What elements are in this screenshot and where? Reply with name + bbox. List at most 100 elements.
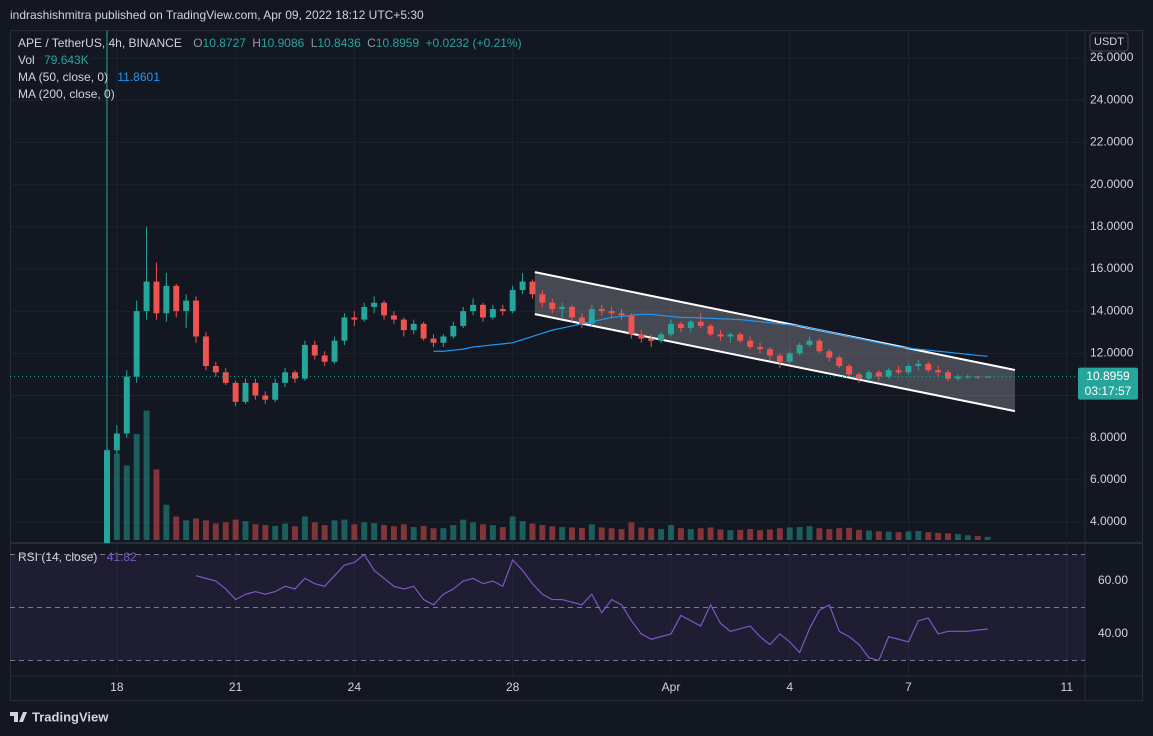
x-tick-label: 28 xyxy=(506,680,520,694)
volume-bar xyxy=(222,522,229,540)
volume-bar xyxy=(489,525,496,540)
volume-bar xyxy=(509,516,516,540)
volume-bar xyxy=(549,526,556,540)
x-tick-label: 18 xyxy=(110,680,124,694)
volume-bar xyxy=(786,527,793,540)
candle-body xyxy=(173,285,180,312)
candle-body xyxy=(519,281,526,291)
currency[interactable]: USDT xyxy=(1094,36,1124,48)
volume-bar xyxy=(292,526,298,540)
volume-bar xyxy=(519,521,526,540)
candle-body xyxy=(410,323,417,331)
candle-body xyxy=(836,357,843,366)
candle-body xyxy=(727,334,734,337)
y-tick-label: 6.0000 xyxy=(1090,472,1127,486)
candle-body xyxy=(371,302,378,307)
candle-body xyxy=(242,382,249,402)
volume-bar xyxy=(648,528,655,540)
brand: TradingView xyxy=(10,709,109,724)
volume-bar xyxy=(133,434,140,540)
candle-body xyxy=(104,450,110,543)
candle-body xyxy=(222,372,229,383)
volume-bar xyxy=(954,534,961,540)
volume-bar xyxy=(776,528,783,540)
candle-body xyxy=(826,351,833,358)
x-tick-label: 7 xyxy=(905,680,912,694)
candle-body xyxy=(400,319,407,331)
volume-bar xyxy=(578,527,585,540)
candle-body xyxy=(212,365,219,373)
volume-bar xyxy=(153,469,160,540)
candle-body xyxy=(687,321,694,329)
volume-bar xyxy=(806,526,813,540)
candle-body xyxy=(430,338,437,343)
candle-body xyxy=(638,334,645,339)
volume-bar xyxy=(826,529,833,540)
volume-bar xyxy=(588,524,595,540)
volume-bar xyxy=(559,527,566,540)
volume-bar xyxy=(697,528,704,540)
x-tick-label: 24 xyxy=(348,680,362,694)
candle-body xyxy=(648,338,655,341)
volume-bar xyxy=(252,524,259,540)
candle-body xyxy=(450,325,457,337)
x-tick-label: 11 xyxy=(1061,680,1074,694)
volume-bar xyxy=(925,532,932,540)
volume-bar xyxy=(123,465,130,540)
volume-bar xyxy=(816,528,823,540)
candle-body xyxy=(935,370,942,373)
candle-body xyxy=(697,321,704,326)
rsi-line xyxy=(195,553,988,662)
candle-body xyxy=(964,376,971,378)
volume-name: Vol xyxy=(18,53,35,67)
candle-body xyxy=(232,382,239,402)
candle-body xyxy=(776,355,783,362)
candle-body xyxy=(954,376,961,379)
last-price-box xyxy=(1078,367,1138,400)
ohlc-label: H xyxy=(252,36,261,50)
volume-bar xyxy=(321,525,328,540)
volume-bar xyxy=(480,524,486,540)
chart-frame xyxy=(10,30,1143,701)
last-price-label: 10.8959 xyxy=(1086,369,1130,383)
candle-body xyxy=(331,340,338,362)
volume-bar xyxy=(856,529,862,540)
volume-bar xyxy=(638,527,645,540)
candle-body xyxy=(113,433,120,451)
volume-bar xyxy=(984,536,991,540)
candle-body xyxy=(796,344,803,354)
volume-bar xyxy=(282,523,289,540)
candle-body xyxy=(193,300,199,337)
candle-body xyxy=(361,306,368,320)
volume-bar xyxy=(331,520,338,540)
y-tick-label: 8.0000 xyxy=(1090,430,1127,444)
volume-bar xyxy=(232,519,239,540)
ohlc-value: 10.8436 xyxy=(317,36,361,50)
volume-bar xyxy=(440,528,447,540)
y-tick-label: 4.0000 xyxy=(1090,514,1127,528)
volume-bar xyxy=(173,516,180,540)
ma50-line xyxy=(433,313,988,357)
volume-bar xyxy=(361,522,368,540)
volume-bar xyxy=(727,530,734,540)
volume-layer xyxy=(104,410,991,540)
candle-body xyxy=(747,340,754,348)
candle-body xyxy=(668,323,674,335)
volume-bar xyxy=(836,528,843,540)
grid xyxy=(10,30,1085,675)
candle-body xyxy=(539,294,546,303)
candle-body xyxy=(489,309,496,318)
volume-bar xyxy=(905,531,912,540)
candle-body xyxy=(153,281,160,314)
ohlc-value: 10.9086 xyxy=(261,36,305,50)
candle-body xyxy=(301,344,308,379)
volume-bar xyxy=(193,518,199,540)
volume-bar xyxy=(272,525,279,540)
rsi-name: RSI (14, close) xyxy=(18,550,97,564)
candle-body xyxy=(509,290,516,312)
currency-button[interactable] xyxy=(1089,32,1129,52)
x-tick-label: 4 xyxy=(786,680,793,694)
channel-line xyxy=(534,313,1016,413)
volume-bar xyxy=(499,527,506,540)
